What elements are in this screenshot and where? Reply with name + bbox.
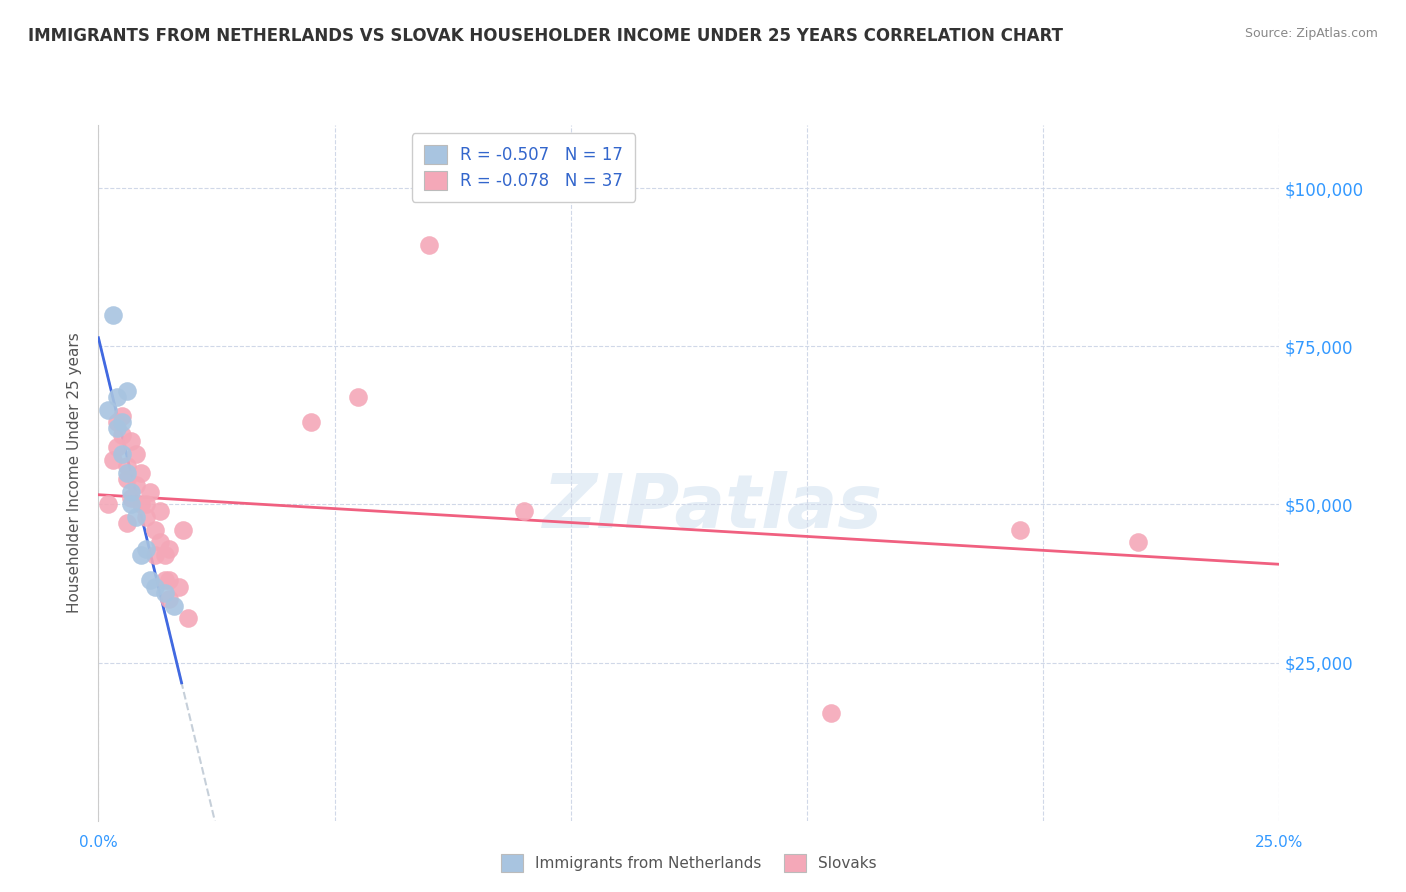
Point [149,535,172,549]
Point [125,478,148,492]
Point [105,390,128,404]
Point [143,523,166,537]
Point [135,497,157,511]
Point [105,421,128,435]
Point [105,415,128,429]
Point [157,574,180,588]
Point [111,415,134,429]
Y-axis label: Householder Income Under 25 years: Householder Income Under 25 years [67,333,83,613]
Point [1126,535,1149,549]
Point [115,472,138,486]
Point [125,447,148,461]
Point [167,580,190,594]
Point [121,434,143,449]
Point [347,390,370,404]
Point [418,238,440,252]
Point [115,466,138,480]
Point [139,574,162,588]
Point [143,580,166,594]
Point [111,427,134,442]
Point [121,497,143,511]
Point [172,523,194,537]
Point [101,453,124,467]
Point [129,466,152,480]
Point [153,586,176,600]
Text: IMMIGRANTS FROM NETHERLANDS VS SLOVAK HOUSEHOLDER INCOME UNDER 25 YEARS CORRELAT: IMMIGRANTS FROM NETHERLANDS VS SLOVAK HO… [28,27,1063,45]
Point [121,484,143,499]
Point [1008,523,1031,537]
Point [125,510,148,524]
Point [97,497,120,511]
Text: 0.0%: 0.0% [79,836,118,850]
Point [512,504,534,518]
Point [153,548,176,562]
Point [115,516,138,531]
Point [149,504,172,518]
Point [135,510,157,524]
Point [177,611,200,625]
Point [135,541,157,556]
Point [129,548,152,562]
Point [115,459,138,474]
Point [157,592,180,607]
Text: ZIPatlas: ZIPatlas [543,471,883,544]
Point [97,402,120,417]
Point [820,706,842,720]
Point [115,384,138,398]
Point [299,415,322,429]
Point [157,541,180,556]
Point [105,441,128,455]
Point [139,484,162,499]
Point [129,497,152,511]
Point [163,599,186,613]
Text: Source: ZipAtlas.com: Source: ZipAtlas.com [1244,27,1378,40]
Text: 25.0%: 25.0% [1256,836,1303,850]
Point [111,447,134,461]
Point [111,409,134,423]
Point [121,491,143,505]
Point [101,308,124,322]
Point [143,548,166,562]
Point [153,574,176,588]
Legend: Immigrants from Netherlands, Slovaks: Immigrants from Netherlands, Slovaks [491,844,887,882]
